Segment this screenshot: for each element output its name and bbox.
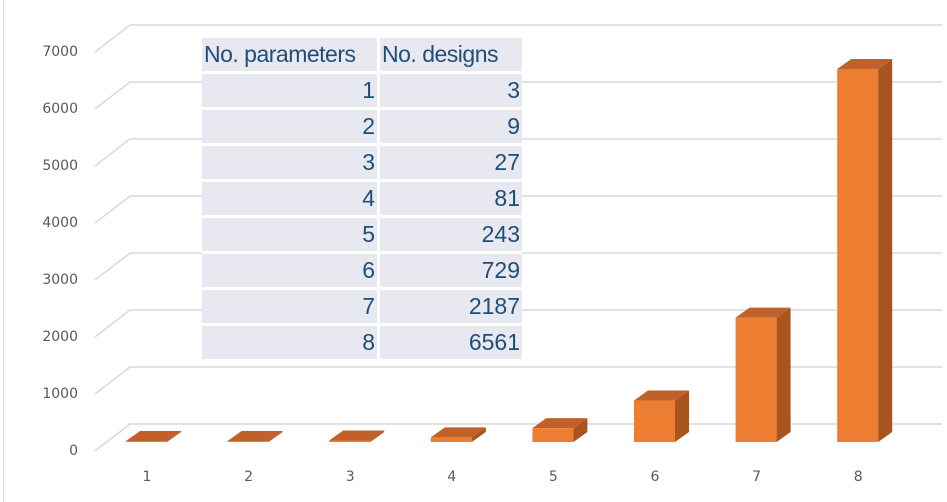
bar-front-8 <box>837 69 879 442</box>
x-tick-label: 8 <box>853 469 863 485</box>
bar-top-5 <box>532 418 588 429</box>
y-tick-label: 1000 <box>42 386 78 402</box>
header-no-parameters: No. parameters <box>202 38 381 74</box>
x-tick-label: 2 <box>244 469 254 485</box>
cell-no-designs: 6561 <box>378 324 522 362</box>
gridline-side <box>94 309 131 338</box>
bar-side-8 <box>878 59 893 442</box>
x-tick-label: 5 <box>548 469 558 485</box>
x-tick-label: 7 <box>752 469 762 485</box>
bar-top-6 <box>634 390 689 401</box>
bar-side-4 <box>471 427 486 442</box>
gridline-side <box>94 81 131 110</box>
gridline-side <box>94 252 131 281</box>
bar-top-1 <box>126 431 181 441</box>
x-tick-label: 1 <box>142 469 152 485</box>
bar-side-5 <box>573 418 588 442</box>
bar-front-6 <box>634 400 675 442</box>
cell-no-designs: 243 <box>378 216 522 254</box>
gridline-side <box>94 423 131 452</box>
cell-no-designs: 3 <box>378 72 522 110</box>
chart-frame-border <box>3 0 4 502</box>
gridline-side <box>94 195 131 224</box>
cell-no-parameters: 8 <box>202 324 381 362</box>
y-tick-label: 6000 <box>42 101 78 117</box>
cell-no-parameters: 1 <box>202 72 381 110</box>
cell-no-designs: 9 <box>378 108 522 146</box>
gridline-side <box>94 138 131 167</box>
x-tick-label: 6 <box>650 469 660 485</box>
gridline-side <box>94 366 131 395</box>
bar-front-5 <box>532 428 574 442</box>
table-row: 4 81 <box>202 180 522 218</box>
cell-no-parameters: 7 <box>202 288 381 326</box>
y-tick-label: 7000 <box>42 44 78 60</box>
y-tick-label: 4000 <box>42 215 78 231</box>
bar-top-2 <box>227 431 283 441</box>
bar-side-2 <box>268 431 283 442</box>
bar-side-1 <box>167 431 181 442</box>
bar-front-2 <box>227 441 269 442</box>
cell-no-designs: 81 <box>378 180 522 218</box>
parameters-designs-table: No. parameters No. designs 1 3 2 9 3 27 4 81 5 24… <box>202 38 522 362</box>
bar-top-4 <box>430 427 486 438</box>
y-tick-label: 2000 <box>42 329 78 345</box>
bar-top-8 <box>837 59 893 69</box>
cell-no-designs: 2187 <box>378 288 522 326</box>
table-row: 3 27 <box>202 144 522 182</box>
cell-no-parameters: 3 <box>202 144 381 182</box>
gridline-side <box>94 24 131 53</box>
table-row: 8 6561 <box>202 324 522 362</box>
cell-no-parameters: 2 <box>202 108 381 146</box>
bar-front-7 <box>735 317 777 442</box>
bar-top-7 <box>735 307 791 318</box>
bar-side-6 <box>675 390 689 442</box>
cell-no-parameters: 5 <box>202 216 381 254</box>
cell-no-parameters: 4 <box>202 180 381 218</box>
bar-top-3 <box>329 430 385 441</box>
cell-no-parameters: 6 <box>202 252 381 290</box>
table-row: 7 2187 <box>202 288 522 326</box>
table-header-row: No. parameters No. designs <box>202 38 522 74</box>
bar-front-3 <box>329 440 371 442</box>
x-tick-label: 4 <box>447 469 457 485</box>
cell-no-designs: 27 <box>378 144 522 182</box>
bar-front-1 <box>126 441 167 442</box>
bar-side-7 <box>776 307 791 442</box>
y-tick-label: 0 <box>69 443 78 459</box>
bar-side-3 <box>370 430 385 442</box>
header-no-designs: No. designs <box>378 38 522 74</box>
table-row: 6 729 <box>202 252 522 290</box>
y-tick-label: 5000 <box>42 158 78 174</box>
x-tick-label: 3 <box>345 469 355 485</box>
cell-no-designs: 729 <box>378 252 522 290</box>
bar-front-4 <box>430 437 472 442</box>
y-tick-label: 3000 <box>42 272 78 288</box>
table-row: 5 243 <box>202 216 522 254</box>
